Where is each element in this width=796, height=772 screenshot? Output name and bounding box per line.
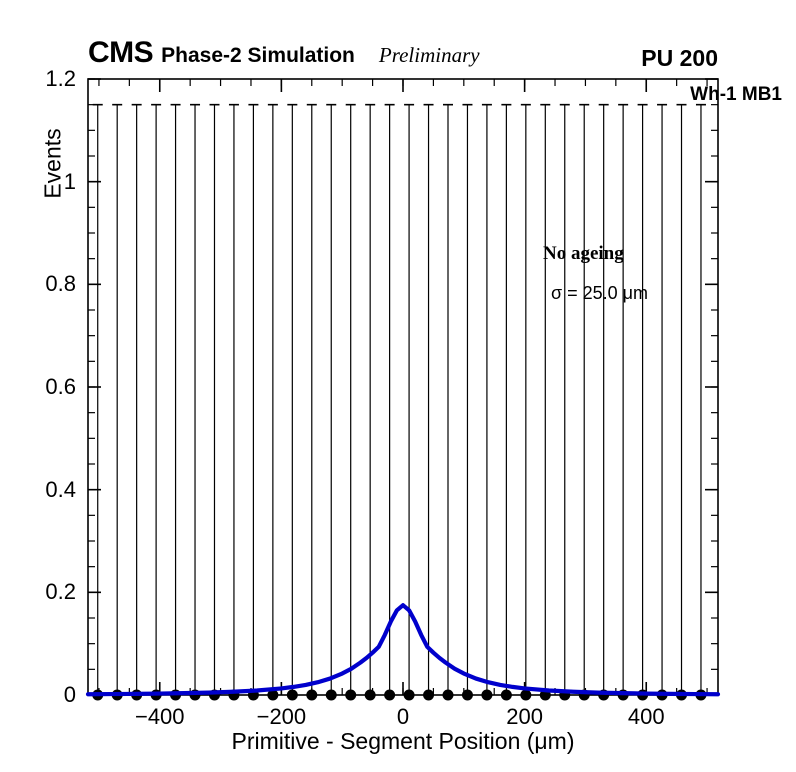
y-tick-label: 0.8	[45, 271, 76, 297]
data-point-marker	[520, 689, 532, 701]
y-tick-label: 0.2	[45, 579, 76, 605]
data-point-marker	[442, 689, 454, 701]
cms-status-preliminary: Preliminary	[378, 43, 480, 67]
data-point-marker	[306, 689, 318, 701]
data-point-marker	[500, 689, 512, 701]
y-tick-label: 0.4	[45, 476, 76, 502]
cms-subtitle: Phase-2 Simulation	[161, 44, 355, 67]
y-tick-label: 0	[63, 682, 76, 707]
data-point-marker	[403, 689, 415, 701]
data-point-marker	[325, 689, 337, 701]
data-point-marker	[364, 689, 376, 701]
x-tick-label: −400	[134, 704, 185, 729]
fit-curve	[85, 603, 721, 697]
data-point-marker	[384, 689, 396, 701]
data-point-marker	[423, 689, 435, 701]
cms-logo: CMS	[88, 36, 154, 69]
data-point-marker	[345, 689, 357, 701]
x-tick-label: 0	[396, 704, 410, 729]
y-tick-label: 1.2	[45, 66, 76, 91]
y-tick-label: 1	[63, 168, 76, 194]
x-tick-label: 400	[627, 704, 665, 729]
y-tick-label: 0.6	[45, 374, 76, 399]
x-tick-label: 200	[506, 704, 543, 729]
x-tick-label: −200	[256, 704, 307, 729]
data-point-marker	[267, 689, 279, 701]
data-point-marker	[461, 689, 473, 701]
data-point-marker	[286, 689, 298, 701]
pileup-label: PU 200	[641, 45, 718, 71]
data-point-marker	[481, 689, 493, 701]
resolution-label: σ = 25.0 μm	[551, 283, 649, 303]
cms-header: CMS Phase-2 Simulation Preliminary PU 20…	[88, 38, 718, 70]
ageing-label: No ageing	[543, 243, 624, 264]
chamber-label: Wh-1 MB1	[690, 84, 782, 105]
x-axis-title: Primitive - Segment Position (μm)	[231, 728, 575, 754]
